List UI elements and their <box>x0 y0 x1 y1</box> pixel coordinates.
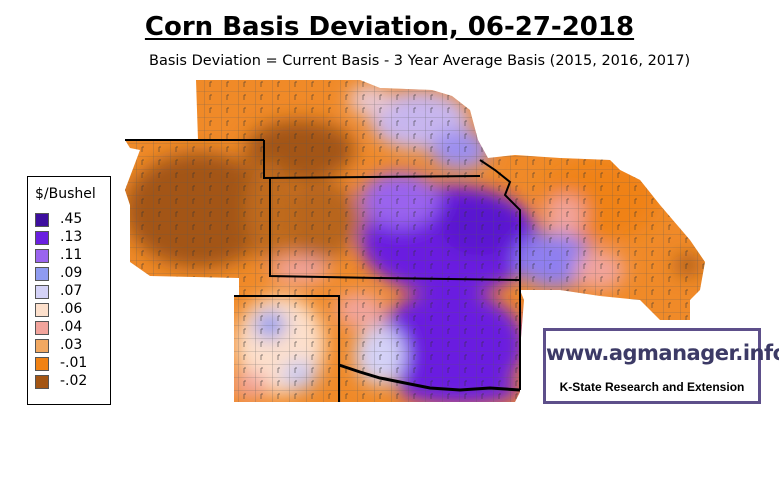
map-title: Corn Basis Deviation, 06-27-2018 <box>0 12 779 42</box>
legend-label: .45 <box>60 211 83 227</box>
map-title-text: Corn Basis Deviation, 06-27-2018 <box>144 12 635 42</box>
legend: $/Bushel .45 .13 .11 .09 .07 .06 .04 .03… <box>27 176 111 405</box>
legend-swatch <box>35 321 49 335</box>
legend-swatch <box>35 267 49 281</box>
legend-swatch <box>35 375 49 389</box>
legend-label: .09 <box>60 265 83 281</box>
legend-title: $/Bushel <box>35 186 96 202</box>
map-subtitle: Basis Deviation = Current Basis - 3 Year… <box>149 53 691 69</box>
agmanager-badge[interactable]: www.agmanager.info K-State Research and … <box>543 328 779 404</box>
legend-label: .06 <box>60 301 83 317</box>
legend-label: .03 <box>60 337 83 353</box>
badge-org: K-State Research and Extension <box>559 380 745 394</box>
state-boundaries <box>125 139 521 402</box>
badge-url[interactable]: www.agmanager.info <box>546 341 779 365</box>
legend-label: -.02 <box>60 373 88 389</box>
legend-swatch <box>35 303 49 317</box>
legend-swatch <box>35 285 49 299</box>
legend-label: .13 <box>60 229 83 245</box>
legend-swatch <box>35 249 49 263</box>
legend-label: -.01 <box>60 355 88 371</box>
legend-label: .11 <box>60 247 83 263</box>
legend-swatch <box>35 357 49 371</box>
legend-swatch <box>35 231 49 245</box>
legend-label: .04 <box>60 319 83 335</box>
legend-label: .07 <box>60 283 83 299</box>
legend-swatch <box>35 213 49 227</box>
legend-swatch <box>35 339 49 353</box>
